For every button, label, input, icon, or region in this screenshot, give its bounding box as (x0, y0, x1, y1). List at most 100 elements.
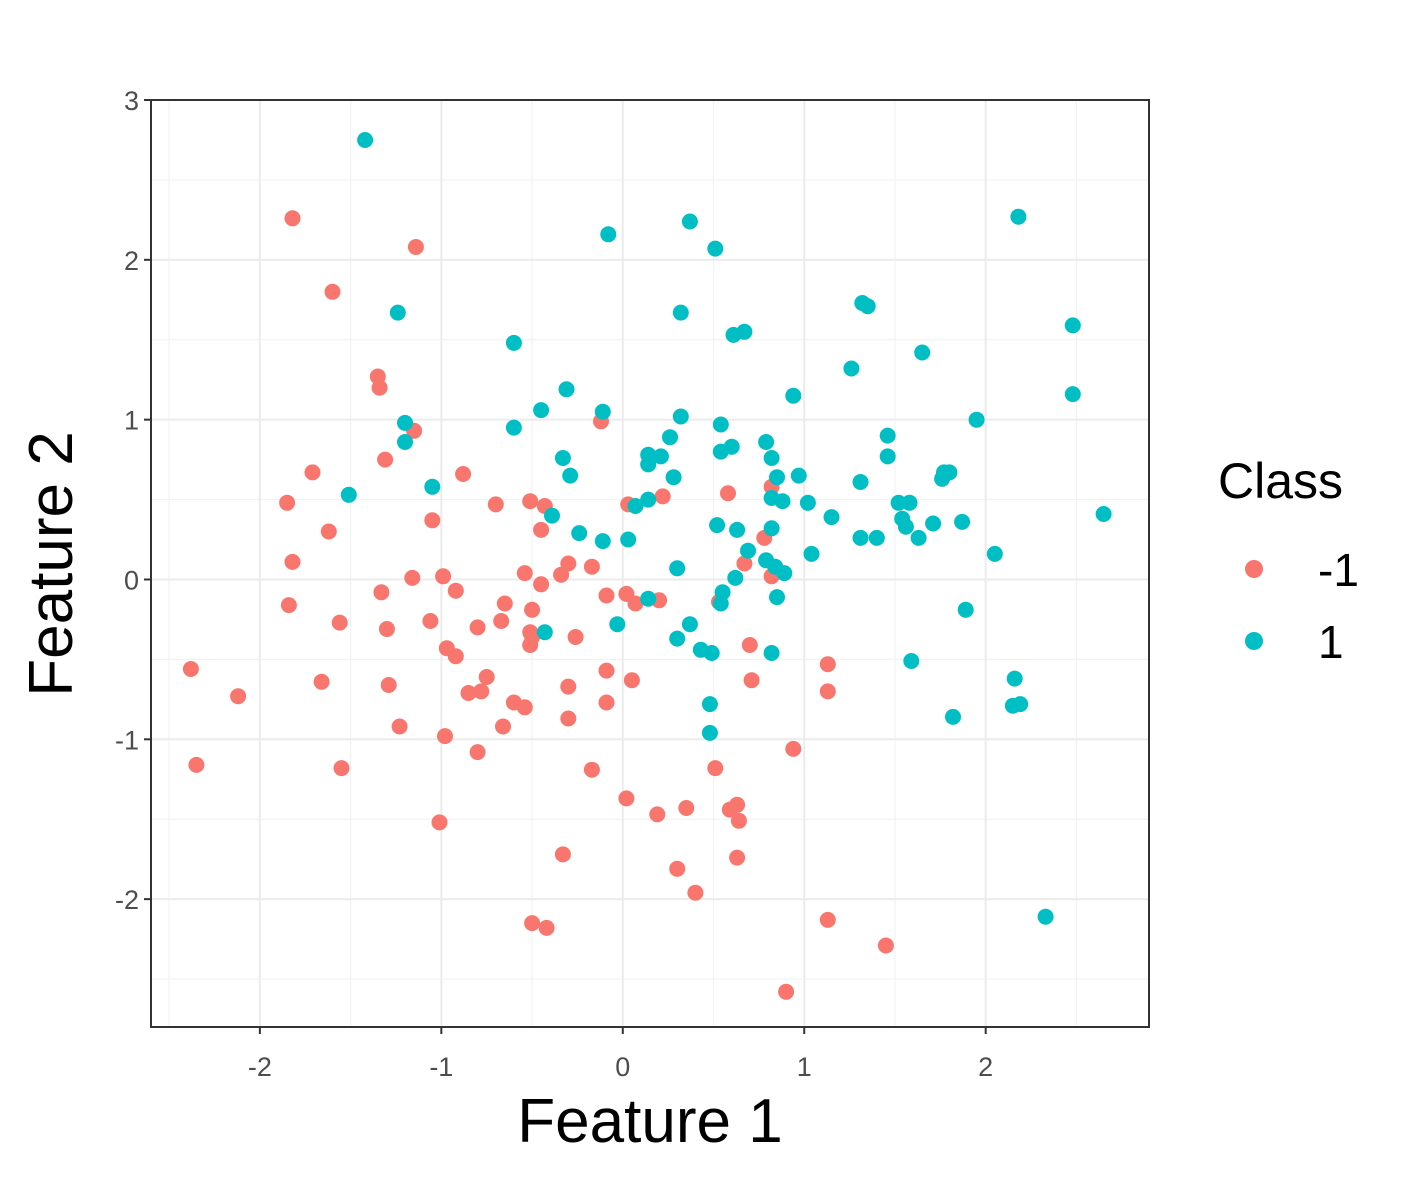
data-point-class-1 (558, 381, 575, 398)
data-point-class-1 (1037, 908, 1054, 925)
data-point-class-neg1 (598, 694, 615, 711)
data-point-class-1 (640, 590, 657, 607)
x-axis-title: Feature 1 (517, 1087, 782, 1156)
data-point-class-neg1 (554, 846, 571, 863)
data-point-class-1 (868, 529, 885, 546)
data-point-class-1 (774, 493, 791, 510)
data-point-class-neg1 (496, 595, 513, 612)
data-point-class-1 (852, 474, 869, 490)
data-point-class-neg1 (188, 756, 205, 773)
data-point-class-1 (672, 304, 689, 321)
data-point-class-neg1 (819, 656, 836, 673)
data-point-class-1 (571, 525, 588, 542)
data-point-class-neg1 (687, 884, 704, 901)
data-point-class-neg1 (522, 637, 539, 653)
data-point-class-1 (662, 429, 678, 446)
data-point-class-1 (790, 467, 807, 484)
data-point-class-1 (397, 434, 413, 450)
data-point-class-neg1 (407, 239, 424, 255)
data-point-class-1 (823, 509, 840, 526)
data-point-class-1 (669, 560, 686, 577)
data-point-class-neg1 (524, 915, 541, 932)
y-axis-title: Feature 2 (17, 431, 86, 696)
data-point-class-neg1 (730, 812, 747, 829)
data-point-class-neg1 (469, 744, 486, 761)
data-point-class-1 (914, 344, 931, 361)
data-point-class-1 (544, 507, 560, 524)
data-point-class-1 (701, 724, 718, 741)
data-point-class-1 (763, 645, 780, 661)
data-point-class-neg1 (460, 685, 477, 701)
data-point-class-1 (736, 323, 753, 340)
data-point-class-1 (672, 408, 689, 425)
data-point-class-1 (957, 601, 974, 618)
data-point-class-1 (712, 595, 729, 612)
data-point-class-neg1 (583, 558, 600, 575)
x-axis-ticks: -2 -1 0 1 2 (248, 1027, 993, 1082)
data-point-class-1 (1012, 696, 1029, 713)
data-point-class-neg1 (493, 613, 510, 629)
data-point-class-1 (910, 529, 927, 546)
data-point-class-neg1 (431, 814, 448, 831)
data-point-class-neg1 (378, 621, 395, 637)
legend-label-1: 1 (1318, 616, 1344, 668)
data-point-class-1 (703, 645, 720, 661)
data-point-class-neg1 (560, 678, 577, 695)
data-point-class-neg1 (284, 553, 301, 570)
data-point-class-neg1 (487, 496, 504, 513)
data-point-class-neg1 (729, 849, 746, 866)
data-point-class-1 (709, 517, 726, 534)
data-point-class-neg1 (567, 629, 584, 645)
data-point-class-neg1 (678, 800, 695, 816)
data-point-class-neg1 (324, 283, 341, 300)
legend: Class -11 (1218, 453, 1359, 668)
legend-key-neg1 (1245, 560, 1263, 578)
data-point-class-neg1 (654, 488, 671, 505)
data-point-class-1 (1095, 506, 1112, 522)
panel-background (151, 100, 1149, 1027)
data-point-class-neg1 (819, 911, 836, 928)
data-point-class-1 (901, 494, 918, 511)
data-point-class-neg1 (553, 566, 570, 583)
data-point-class-neg1 (627, 595, 644, 612)
data-point-class-neg1 (478, 669, 495, 685)
data-point-class-1 (712, 416, 729, 433)
data-point-class-1 (776, 565, 793, 582)
data-point-class-neg1 (495, 718, 511, 735)
y-axis-ticks: -2 -1 0 1 2 3 (115, 86, 151, 915)
data-point-class-neg1 (404, 569, 421, 586)
data-point-class-1 (785, 387, 802, 404)
legend-key-1 (1245, 632, 1263, 650)
data-point-class-neg1 (533, 521, 550, 538)
y-tick-label: 1 (124, 406, 139, 436)
data-point-class-1 (1010, 208, 1027, 225)
x-tick-label: 0 (615, 1052, 630, 1082)
data-point-class-1 (536, 624, 553, 641)
data-point-class-1 (803, 545, 820, 562)
y-tick-label: -2 (115, 885, 139, 915)
x-tick-label: 2 (978, 1052, 993, 1082)
data-point-class-1 (954, 513, 971, 530)
data-point-class-neg1 (469, 619, 486, 636)
data-point-class-neg1 (473, 683, 490, 700)
data-point-class-1 (879, 427, 896, 444)
data-point-class-1 (665, 469, 682, 486)
data-point-class-neg1 (447, 582, 464, 599)
data-point-class-1 (505, 419, 522, 436)
data-point-class-1 (897, 518, 914, 535)
data-point-class-1 (554, 450, 571, 466)
data-point-class-neg1 (304, 464, 321, 481)
data-point-class-neg1 (279, 494, 296, 511)
data-point-class-neg1 (877, 937, 894, 954)
data-point-class-neg1 (391, 718, 408, 735)
y-tick-label: 0 (124, 565, 139, 595)
data-point-class-neg1 (320, 523, 337, 540)
data-point-class-1 (594, 533, 611, 550)
data-point-class-1 (600, 226, 617, 243)
data-point-class-1 (609, 616, 626, 633)
data-point-class-1 (1006, 670, 1023, 687)
data-point-class-1 (681, 616, 698, 633)
data-point-class-neg1 (377, 451, 394, 468)
data-point-class-neg1 (819, 683, 836, 700)
